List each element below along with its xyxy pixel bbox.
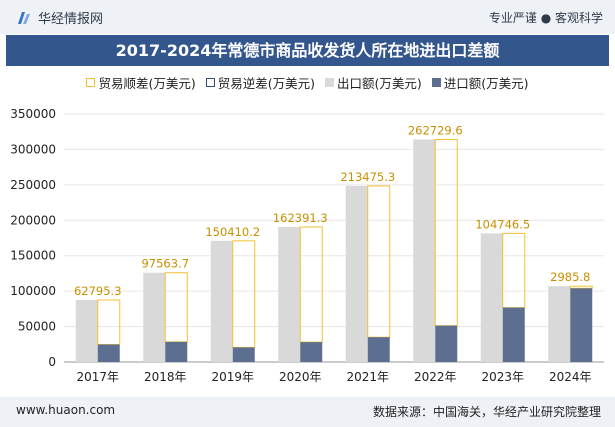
x-tick-label: 2019年 [211, 370, 254, 384]
brand-name: 华经情报网 [38, 12, 104, 27]
footer-source: 数据来源：中国海关，华经产业研究院整理 [372, 405, 601, 419]
surplus-data-label: 62795.3 [74, 284, 122, 298]
legend-surplus[interactable]: 贸易顺差(万美元) [86, 72, 196, 92]
export-bar [143, 272, 166, 362]
trade-chart: 0 50000 100000 150000 200000 250000 300000 3500… [10, 107, 604, 384]
surplus-bar [299, 226, 323, 343]
huajing-logo-icon [18, 11, 30, 24]
surplus-bar [367, 185, 391, 338]
chart-legend: 贸易顺差(万美元) 贸易逆差(万美元) 出口额(万美元) 进口额(万美元) [0, 72, 615, 92]
export-bar [210, 240, 233, 362]
y-tick-label: 250000 [10, 178, 56, 192]
surplus-bar [164, 272, 188, 343]
surplus-data-label: 150410.2 [205, 225, 260, 239]
export-bar [75, 300, 98, 362]
surplus-data-label: 213475.3 [340, 170, 395, 184]
tagline: 专业严谨 ● 客观科学 [488, 11, 603, 25]
brand[interactable]: 华经情报网 [16, 8, 103, 27]
footer-url[interactable]: www.huaon.com [16, 403, 116, 417]
export-bar [480, 233, 503, 362]
legend-surplus-label: 贸易顺差(万美元) [98, 75, 196, 91]
legend-deficit-swatch [205, 77, 215, 87]
legend-export-label: 出口额(万美元) [337, 75, 422, 91]
export-bar [345, 185, 368, 362]
chart-title: 2017-2024年常德市商品收发货人所在地进出口差额 [6, 35, 609, 66]
footer: www.huaon.com 数据来源：中国海关，华经产业研究院整理 [0, 397, 615, 427]
x-tick-label: 2023年 [481, 370, 524, 384]
import-bar [435, 325, 458, 362]
surplus-data-label: 97563.7 [141, 257, 189, 271]
surplus-data-label: 104746.5 [475, 217, 530, 231]
import-bar [232, 347, 255, 362]
x-tick-label: 2022年 [414, 370, 457, 384]
legend-deficit[interactable]: 贸易逆差(万美元) [205, 72, 315, 92]
y-tick-label: 150000 [10, 249, 56, 263]
surplus-data-label: 262729.6 [408, 124, 463, 138]
legend-export[interactable]: 出口额(万美元) [325, 72, 422, 92]
x-tick-label: 2021年 [346, 370, 389, 384]
top-bar: 华经情报网 专业严谨 ● 客观科学 [0, 0, 615, 34]
legend-deficit-label: 贸易逆差(万美元) [217, 75, 315, 91]
surplus-data-label: 2985.8 [550, 270, 590, 284]
legend-surplus-swatch [86, 77, 96, 87]
import-bar [300, 342, 323, 362]
surplus-bar [434, 139, 458, 327]
y-tick-label: 100000 [10, 284, 56, 298]
surplus-bar [569, 285, 593, 289]
surplus-data-label: 162391.3 [273, 211, 328, 225]
import-bar [570, 288, 593, 362]
y-tick-label: 350000 [10, 107, 56, 121]
export-bar [548, 286, 571, 362]
import-bar [165, 341, 188, 362]
surplus-bar [232, 240, 256, 348]
export-bar [413, 139, 436, 362]
legend-import[interactable]: 进口额(万美元) [431, 72, 529, 92]
x-tick-label: 2020年 [279, 370, 322, 384]
y-tick-label: 200000 [10, 213, 56, 227]
import-bar [367, 337, 390, 362]
surplus-bar [97, 299, 121, 345]
x-tick-label: 2018年 [144, 370, 187, 384]
x-tick-label: 2017年 [76, 370, 119, 384]
import-bar [502, 307, 525, 362]
legend-import-label: 进口额(万美元) [443, 75, 529, 91]
import-bar [97, 344, 120, 362]
legend-export-swatch [325, 77, 334, 87]
legend-import-swatch [431, 77, 441, 87]
x-tick-label: 2024年 [549, 370, 592, 384]
y-tick-label: 300000 [10, 142, 56, 156]
export-bar [278, 227, 301, 362]
y-tick-label: 50000 [18, 320, 56, 334]
y-tick-label: 0 [48, 355, 56, 369]
surplus-bar [502, 232, 526, 309]
